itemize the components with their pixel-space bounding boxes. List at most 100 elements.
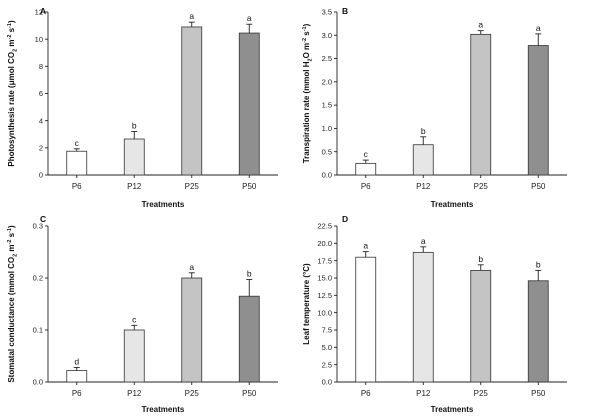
significance-letter: b bbox=[132, 121, 137, 131]
y-tick-label: 1.5 bbox=[322, 101, 332, 110]
y-axis-label-part: s bbox=[7, 232, 16, 239]
y-tick-label: 5.0 bbox=[322, 343, 332, 352]
y-tick-label: 0.0 bbox=[322, 378, 332, 387]
y-axis-label-part: 2 bbox=[13, 49, 19, 52]
y-tick-label: 1.0 bbox=[322, 124, 332, 133]
x-axis-label: Treatments bbox=[431, 405, 474, 414]
y-axis-label-part: μ bbox=[7, 80, 16, 85]
y-axis-label-part: 2 bbox=[13, 254, 19, 257]
y-tick-label: 2.0 bbox=[322, 77, 332, 86]
y-tick-label: 0.1 bbox=[33, 326, 43, 335]
x-tick-label: P6 bbox=[72, 182, 82, 191]
x-tick-label: P6 bbox=[72, 389, 82, 398]
y-axis-label-part: ) bbox=[302, 23, 311, 26]
x-tick-label: P25 bbox=[185, 389, 200, 398]
significance-letter: a bbox=[536, 23, 541, 33]
y-tick-label: 0 bbox=[39, 171, 43, 180]
y-tick-label: 20.0 bbox=[317, 239, 332, 248]
x-tick-label: P12 bbox=[127, 389, 142, 398]
significance-letter: b bbox=[478, 254, 483, 264]
bar-p6 bbox=[355, 256, 377, 383]
y-axis-label: Transpiration rate (mmol H2O m-2 s-1) bbox=[302, 23, 314, 163]
bar-p25 bbox=[470, 269, 492, 383]
y-axis-label-part: Transpiration rate (mmol H bbox=[302, 61, 311, 163]
x-tick-label: P25 bbox=[474, 389, 489, 398]
x-tick-label: P50 bbox=[531, 389, 546, 398]
significance-letter: c bbox=[132, 314, 137, 324]
bar-p25 bbox=[181, 26, 203, 176]
y-tick-label: 0.2 bbox=[33, 274, 43, 283]
y-axis-label-part: s bbox=[7, 27, 16, 34]
panel-letter: A bbox=[40, 6, 46, 16]
y-tick-label: 3.5 bbox=[322, 8, 332, 17]
significance-letter: b bbox=[247, 269, 252, 279]
significance-letter: d bbox=[74, 356, 79, 366]
y-axis-label-part: Stomatal conductance (mmol CO bbox=[7, 257, 16, 383]
y-axis-label-part: mol CO bbox=[7, 52, 16, 80]
y-tick-label: 2 bbox=[39, 143, 43, 152]
y-tick-label: 7.5 bbox=[322, 326, 332, 335]
y-axis-label-part: -2 bbox=[7, 35, 13, 40]
y-axis-label-part: O m bbox=[302, 43, 311, 59]
bar-p50 bbox=[527, 45, 549, 176]
x-tick-label: P12 bbox=[416, 389, 431, 398]
x-tick-label: P12 bbox=[416, 182, 431, 191]
y-axis-label-part: ) bbox=[7, 225, 16, 228]
panel-letter: B bbox=[342, 6, 348, 16]
bar-p6 bbox=[355, 162, 377, 176]
y-axis-label-part: m bbox=[7, 244, 16, 253]
y-axis-label: Photosynthesis rate (μmol CO2 m-2 s-1) bbox=[7, 20, 19, 167]
significance-letter: a bbox=[189, 11, 194, 21]
y-axis-label-part: -2 bbox=[7, 240, 13, 245]
y-tick-label: 12 bbox=[35, 8, 43, 17]
y-axis-label-part: -1 bbox=[7, 23, 13, 28]
chart-panel-d: 0.0 2.5 5.0 7.5 10.0 12.5 15.0 17.5 20.0 22.5 a P6 a… bbox=[302, 214, 567, 414]
y-axis-label-part: m bbox=[7, 40, 16, 49]
y-tick-label: 0.0 bbox=[322, 171, 332, 180]
bar-p6 bbox=[66, 370, 88, 383]
x-tick-label: P50 bbox=[242, 182, 257, 191]
x-tick-label: P6 bbox=[361, 389, 371, 398]
x-tick-label: P6 bbox=[361, 182, 371, 191]
y-tick-label: 10 bbox=[35, 35, 43, 44]
x-axis-label: Treatments bbox=[431, 200, 474, 209]
y-axis-label-part: -1 bbox=[302, 26, 308, 31]
x-tick-label: P25 bbox=[185, 182, 200, 191]
bar-p25 bbox=[181, 277, 203, 383]
x-axis-label: Treatments bbox=[142, 200, 185, 209]
y-tick-label: 0.0 bbox=[33, 378, 43, 387]
y-tick-label: 10.0 bbox=[317, 308, 332, 317]
significance-letter: a bbox=[247, 13, 252, 23]
bar-p50 bbox=[527, 280, 549, 383]
x-tick-label: P12 bbox=[127, 182, 142, 191]
chart-panel-c: 0.0 0.1 0.2 0.3 d P6 c P12 a P25 b P50 C Treatments St… bbox=[7, 214, 278, 414]
panel-letter: D bbox=[342, 214, 348, 224]
y-axis-label-part: ) bbox=[7, 20, 16, 23]
y-axis-label: Stomatal conductance (mmol CO2 m-2 s-1) bbox=[7, 225, 19, 383]
significance-letter: b bbox=[536, 259, 541, 269]
y-tick-label: 0.5 bbox=[322, 147, 332, 156]
y-tick-label: 4 bbox=[39, 116, 43, 125]
bar-p50 bbox=[238, 295, 260, 383]
chart-panel-b: 0.0 0.5 1.0 1.5 2.0 2.5 3.0 3.5 c P6 b P12 a P25 a P50 B… bbox=[302, 6, 567, 209]
significance-letter: c bbox=[364, 149, 369, 159]
y-tick-label: 17.5 bbox=[317, 256, 332, 265]
x-tick-label: P25 bbox=[474, 182, 489, 191]
bar-p12 bbox=[412, 144, 434, 176]
significance-letter: a bbox=[189, 262, 194, 272]
y-tick-label: 2.5 bbox=[322, 360, 332, 369]
bar-p6 bbox=[66, 150, 88, 176]
y-axis-label-part: -2 bbox=[302, 38, 308, 43]
y-tick-label: 3.0 bbox=[322, 31, 332, 40]
y-tick-label: 22.5 bbox=[317, 222, 332, 231]
x-axis-label: Treatments bbox=[142, 405, 185, 414]
y-tick-label: 8 bbox=[39, 62, 43, 71]
significance-letter: c bbox=[75, 138, 80, 148]
x-tick-label: P50 bbox=[242, 389, 257, 398]
panel-letter: C bbox=[40, 214, 46, 224]
bar-p50 bbox=[238, 32, 260, 176]
y-axis-label: Leaf temperature (°C) bbox=[302, 263, 311, 345]
chart-panel-a: 0 2 4 6 8 10 12 c P6 b P12 a P25 a P50 A Treatments Photo… bbox=[7, 6, 278, 209]
y-axis-label-part: -1 bbox=[7, 228, 13, 233]
